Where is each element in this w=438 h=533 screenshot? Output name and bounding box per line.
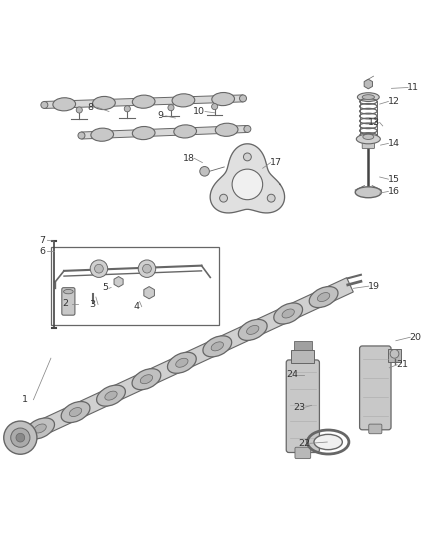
Text: 10: 10: [193, 107, 205, 116]
Ellipse shape: [105, 391, 117, 400]
Polygon shape: [364, 79, 372, 89]
Circle shape: [41, 101, 48, 108]
Polygon shape: [17, 278, 353, 445]
Text: 12: 12: [388, 97, 399, 106]
FancyBboxPatch shape: [62, 288, 75, 315]
FancyBboxPatch shape: [369, 424, 382, 434]
Ellipse shape: [309, 287, 338, 308]
Ellipse shape: [238, 319, 267, 341]
Ellipse shape: [247, 326, 259, 334]
Bar: [389, 350, 401, 362]
Circle shape: [390, 350, 399, 358]
Circle shape: [212, 103, 218, 110]
Circle shape: [240, 95, 247, 102]
Text: 2: 2: [62, 299, 68, 308]
FancyBboxPatch shape: [360, 346, 391, 430]
Text: 8: 8: [87, 103, 93, 111]
Circle shape: [200, 166, 209, 176]
Ellipse shape: [53, 98, 76, 111]
Polygon shape: [144, 287, 155, 299]
Text: 15: 15: [388, 175, 399, 184]
Text: 24: 24: [286, 370, 298, 379]
Polygon shape: [114, 277, 123, 287]
Circle shape: [90, 260, 108, 277]
Ellipse shape: [167, 352, 196, 373]
Text: 5: 5: [102, 283, 109, 292]
Ellipse shape: [314, 434, 343, 450]
Bar: [51, 247, 219, 326]
Text: 18: 18: [183, 154, 194, 163]
Bar: [294, 341, 311, 350]
Circle shape: [11, 428, 30, 447]
Text: 3: 3: [89, 300, 95, 309]
Ellipse shape: [140, 375, 152, 384]
Ellipse shape: [61, 401, 90, 423]
Text: 13: 13: [368, 118, 380, 127]
Ellipse shape: [176, 358, 188, 367]
Text: 9: 9: [157, 111, 163, 120]
Circle shape: [244, 125, 251, 133]
Circle shape: [138, 260, 155, 277]
FancyBboxPatch shape: [295, 447, 311, 458]
Ellipse shape: [363, 134, 374, 140]
Circle shape: [4, 421, 37, 454]
Text: 20: 20: [410, 333, 421, 342]
Text: 21: 21: [396, 360, 408, 369]
Circle shape: [267, 194, 275, 202]
Circle shape: [95, 264, 103, 273]
FancyBboxPatch shape: [286, 360, 319, 453]
Circle shape: [143, 264, 151, 273]
Ellipse shape: [211, 342, 223, 351]
Ellipse shape: [212, 93, 234, 106]
Text: 23: 23: [294, 402, 306, 411]
Ellipse shape: [64, 289, 73, 294]
Circle shape: [168, 104, 174, 111]
Bar: [291, 350, 314, 362]
Text: 22: 22: [298, 439, 310, 448]
Circle shape: [76, 107, 82, 113]
Circle shape: [124, 106, 131, 112]
Ellipse shape: [355, 187, 381, 198]
Ellipse shape: [132, 126, 155, 140]
Text: 7: 7: [39, 236, 45, 245]
Ellipse shape: [132, 369, 161, 390]
Circle shape: [232, 169, 263, 200]
Ellipse shape: [91, 128, 113, 141]
Ellipse shape: [69, 408, 82, 417]
Text: 6: 6: [39, 247, 45, 256]
Ellipse shape: [362, 95, 374, 100]
Circle shape: [219, 194, 227, 202]
Ellipse shape: [215, 123, 238, 136]
Ellipse shape: [92, 96, 115, 110]
Ellipse shape: [97, 385, 125, 406]
Ellipse shape: [34, 424, 46, 433]
Text: 11: 11: [407, 83, 419, 92]
Circle shape: [244, 153, 251, 161]
Polygon shape: [210, 144, 285, 213]
FancyBboxPatch shape: [362, 138, 374, 149]
Ellipse shape: [172, 94, 195, 107]
Text: 4: 4: [133, 302, 139, 311]
Text: 14: 14: [388, 139, 399, 148]
Polygon shape: [81, 125, 247, 139]
Ellipse shape: [174, 125, 197, 138]
Ellipse shape: [282, 309, 294, 318]
Ellipse shape: [203, 336, 232, 357]
Ellipse shape: [26, 418, 54, 439]
Ellipse shape: [132, 95, 155, 108]
Text: 16: 16: [388, 187, 399, 196]
Text: 19: 19: [368, 281, 380, 290]
Ellipse shape: [274, 303, 303, 324]
Circle shape: [16, 433, 25, 442]
Ellipse shape: [357, 93, 379, 101]
Text: 1: 1: [22, 395, 28, 404]
Polygon shape: [44, 95, 243, 108]
Text: 17: 17: [270, 158, 282, 167]
Ellipse shape: [357, 134, 380, 144]
Circle shape: [78, 132, 85, 139]
Ellipse shape: [318, 293, 330, 302]
